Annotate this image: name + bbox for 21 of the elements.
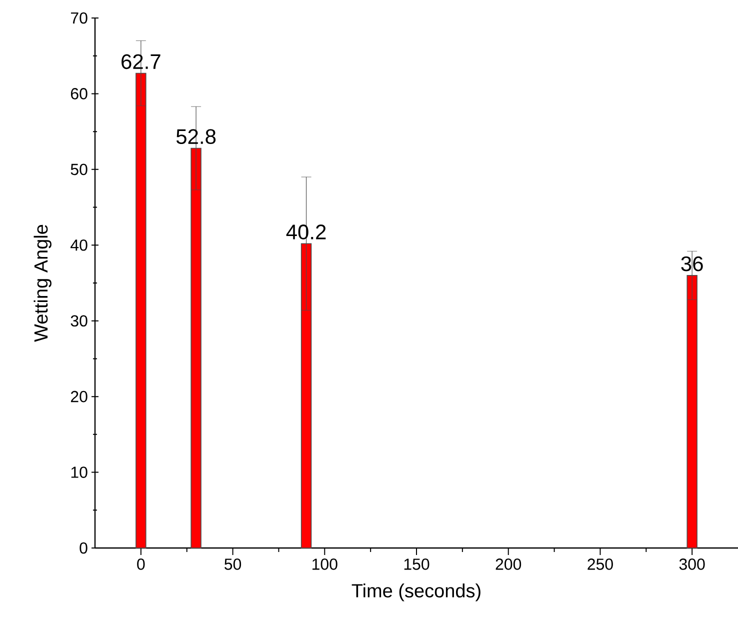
x-tick-label: 0 [137, 558, 145, 570]
x-tick-label: 300 [679, 558, 705, 570]
y-tick-label: 0 [80, 542, 88, 554]
x-tick-label: 100 [312, 558, 338, 570]
x-tick-label: 50 [224, 558, 242, 570]
data-label: 62.7 [122, 54, 160, 70]
y-tick-label: 40 [70, 239, 88, 251]
x-axis-title: Time (seconds) [352, 584, 480, 602]
y-tick-label: 50 [70, 164, 88, 176]
data-label: 52.8 [176, 129, 216, 144]
x-tick-label: 150 [404, 558, 430, 570]
y-tick-label: 20 [70, 390, 88, 402]
x-tick-label: 250 [588, 558, 613, 570]
x-tick-label: 200 [496, 558, 522, 570]
y-tick-label: 70 [70, 12, 88, 24]
y-tick-label: 60 [70, 88, 88, 100]
data-label: 36 [681, 256, 703, 272]
bar [190, 148, 202, 548]
y-axis-title: Wetting Angle [34, 224, 52, 342]
y-tick-label: 10 [71, 466, 88, 478]
y-tick-label: 30 [70, 315, 88, 327]
